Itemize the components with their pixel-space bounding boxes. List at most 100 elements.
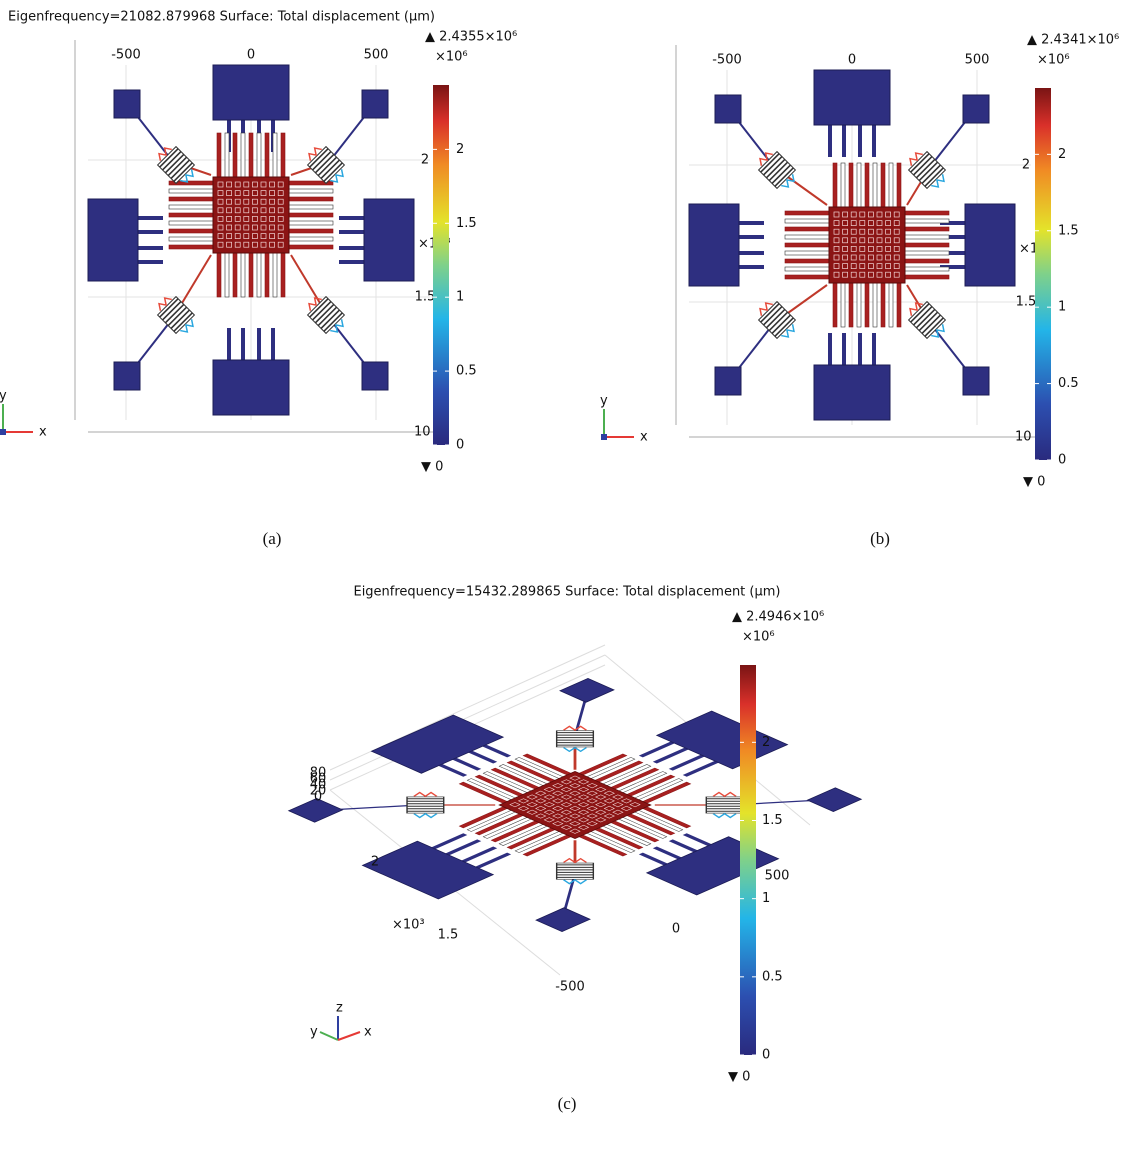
box-edge xyxy=(330,655,605,780)
colorbar-min: ▼ 0 xyxy=(728,1070,750,1085)
electrode-finger xyxy=(468,751,495,763)
pad xyxy=(965,204,1015,286)
colorbar-tick-label: 1 xyxy=(456,290,464,305)
electrode-finger xyxy=(655,847,682,859)
y-tick-label: 2 xyxy=(421,153,429,168)
spring-body xyxy=(557,731,594,747)
axis-origin xyxy=(0,429,6,435)
colorbar xyxy=(433,85,449,445)
colorbar-min: ▼ 0 xyxy=(1023,475,1045,490)
colorbar-tick-label: 0.5 xyxy=(456,364,477,379)
spring-body xyxy=(706,797,743,813)
pad xyxy=(715,95,741,123)
spring-body xyxy=(158,147,195,184)
pad xyxy=(647,837,779,895)
y-tick-label: 1.5 xyxy=(438,928,459,943)
axis-arrow xyxy=(320,1032,338,1040)
colorbar-min: ▼ 0 xyxy=(421,460,443,475)
pad xyxy=(814,70,890,125)
colorbar-tick-label: 1.5 xyxy=(1058,223,1079,238)
pad xyxy=(963,367,989,395)
caption: (a) xyxy=(263,529,282,548)
pad xyxy=(362,362,388,390)
electrode-finger xyxy=(475,854,509,869)
colorbar-tick-label: 1 xyxy=(1058,300,1066,315)
spring-deform xyxy=(414,793,437,797)
spring-deform xyxy=(713,814,736,818)
x-tick-label: -500 xyxy=(712,53,742,68)
spring-body xyxy=(158,297,195,334)
electrode-finger xyxy=(482,745,509,757)
electrode-finger xyxy=(431,834,465,849)
pad xyxy=(88,199,138,281)
colorbar-tick-label: 2 xyxy=(762,735,770,750)
colorbar-tick-label: 1.5 xyxy=(456,216,477,231)
spring-body xyxy=(308,147,345,184)
spring-body xyxy=(759,302,796,339)
pad xyxy=(814,365,890,420)
x-tick-label: 500 xyxy=(364,48,389,63)
device xyxy=(88,65,414,415)
colorbar-tick-label: 1 xyxy=(762,891,770,906)
caption: (b) xyxy=(870,529,890,548)
axis-label: x xyxy=(364,1025,372,1040)
colorbar-tick-label: 0 xyxy=(1058,453,1066,468)
colorbar-tick-label: 0 xyxy=(762,1048,770,1063)
x-tick-label: -500 xyxy=(555,980,585,995)
colorbar-max: ▲ 2.4946×10⁶ xyxy=(732,610,824,625)
pad xyxy=(213,360,289,415)
x-tick-label: -500 xyxy=(111,48,141,63)
caption: (c) xyxy=(558,1094,577,1113)
spring xyxy=(754,147,801,194)
spring-body xyxy=(557,863,594,879)
spring-deform xyxy=(564,726,587,730)
colorbar-max: ▲ 2.4355×10⁶ xyxy=(425,30,517,45)
colorbar-tick-label: 0.5 xyxy=(1058,376,1079,391)
colorbar-max: ▲ 2.4341×10⁶ xyxy=(1027,33,1119,48)
electrode-finger xyxy=(671,755,705,770)
pad xyxy=(536,908,590,932)
axis-origin xyxy=(601,434,607,440)
spring-body xyxy=(407,797,444,813)
electrode-finger xyxy=(461,847,495,862)
pad xyxy=(963,95,989,123)
pad xyxy=(114,362,140,390)
x-tick-label: 0 xyxy=(247,48,255,63)
colorbar-unit: ×10⁶ xyxy=(742,630,775,645)
spring xyxy=(557,726,594,751)
spring-body xyxy=(308,297,345,334)
axis-label: z xyxy=(336,1001,343,1016)
pad xyxy=(807,788,861,812)
spring xyxy=(904,147,951,194)
axis-label: y xyxy=(310,1025,318,1040)
colorbar-tick-label: 2 xyxy=(1058,147,1066,162)
colorbar xyxy=(1035,88,1051,460)
pad xyxy=(364,199,414,281)
colorbar xyxy=(740,665,756,1055)
device-3d xyxy=(238,656,912,954)
electrode-finger xyxy=(438,764,465,776)
colorbar-unit: ×10⁶ xyxy=(1037,53,1070,68)
spring xyxy=(754,297,801,344)
y-tick-label: 2 xyxy=(371,855,379,870)
y-tick-label: 1.5 xyxy=(415,290,436,305)
figure: Eigenfrequency=21082.879968 Surface: Tot… xyxy=(0,0,1129,1149)
spring xyxy=(153,292,200,339)
corner-label: 10 xyxy=(414,425,431,440)
electrode-finger xyxy=(452,758,479,770)
proof-mass xyxy=(213,177,289,253)
axis-label: x xyxy=(39,425,47,440)
pad xyxy=(114,90,140,118)
colorbar-tick-label: 1.5 xyxy=(762,813,783,828)
pad xyxy=(689,204,739,286)
colorbar-tick-label: 2 xyxy=(456,142,464,157)
z-tick-label: 0 xyxy=(314,790,322,805)
device xyxy=(689,70,1015,420)
axis-arrow xyxy=(338,1032,360,1040)
colorbar-unit: ×10⁶ xyxy=(435,50,468,65)
spring xyxy=(303,292,350,339)
axis-label: y xyxy=(0,389,7,404)
panel-title: Eigenfrequency=21082.879968 Surface: Tot… xyxy=(8,10,435,25)
corner-label: 10 xyxy=(1015,430,1032,445)
y-multiplier: ×10³ xyxy=(392,918,425,933)
